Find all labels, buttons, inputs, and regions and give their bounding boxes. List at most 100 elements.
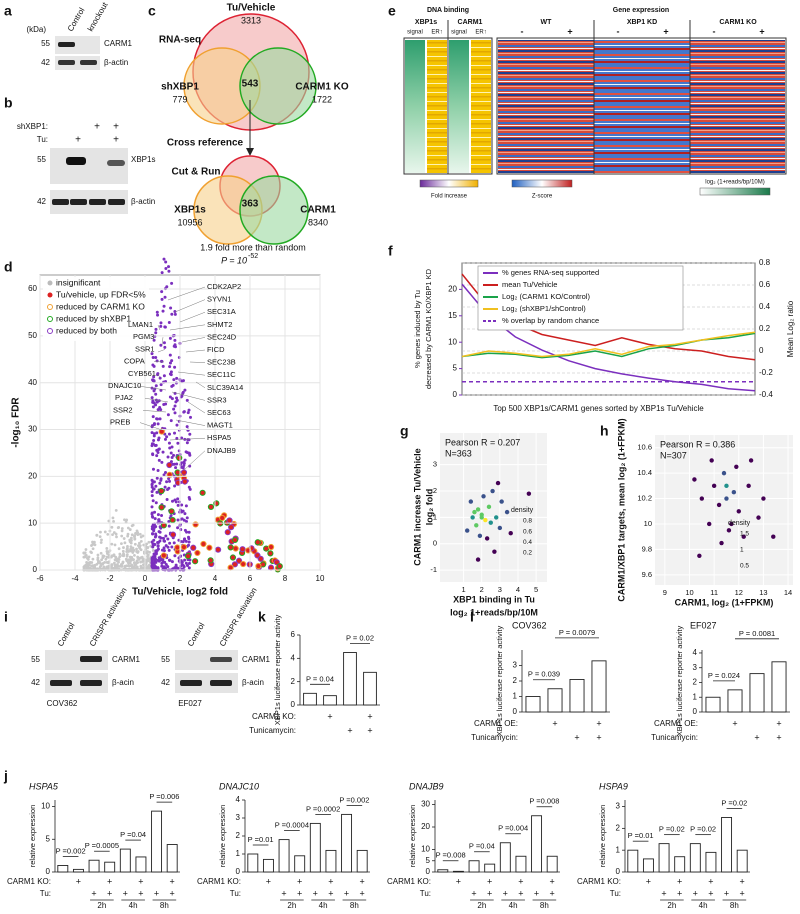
decor-point bbox=[150, 478, 154, 482]
bar bbox=[278, 839, 290, 873]
venn bbox=[183, 13, 317, 245]
panel-letter: h bbox=[600, 423, 609, 439]
decor-point bbox=[154, 484, 158, 488]
decor-point bbox=[187, 530, 191, 534]
p-value: P =0.01 bbox=[248, 835, 274, 844]
legend-label: % overlap by random chance bbox=[502, 316, 599, 325]
decor-point bbox=[150, 505, 154, 509]
axis-title: CARM1/XBP1 targets, mean log₂ (1+FPKM) bbox=[616, 418, 626, 601]
decor-point bbox=[133, 542, 137, 546]
gel bbox=[45, 650, 238, 693]
decor-point bbox=[151, 355, 155, 359]
decor-point bbox=[169, 306, 173, 310]
decor-point bbox=[136, 556, 140, 560]
decor-point bbox=[155, 476, 159, 480]
label: RNA-seq bbox=[159, 35, 201, 46]
decor-point bbox=[106, 532, 110, 536]
decor-point bbox=[273, 559, 280, 566]
label: + bbox=[759, 26, 764, 36]
decor-point bbox=[115, 535, 118, 539]
decor-point bbox=[255, 562, 262, 570]
legend-label: 1 bbox=[740, 547, 744, 554]
decor-point bbox=[162, 257, 166, 261]
decor-point bbox=[105, 550, 109, 553]
leader-line bbox=[161, 337, 164, 346]
decor-point bbox=[176, 526, 180, 530]
lane-label: knockout bbox=[86, 0, 110, 33]
row-label: CARM1 KO: bbox=[387, 877, 431, 886]
decor-point bbox=[187, 535, 191, 539]
decor-point bbox=[219, 514, 226, 522]
decor-point bbox=[133, 553, 136, 557]
point bbox=[746, 483, 751, 489]
row-mark: + bbox=[534, 888, 539, 898]
p-value: P =0.0004 bbox=[275, 821, 309, 830]
bar bbox=[356, 849, 368, 873]
p-value: P =0.008 bbox=[436, 851, 466, 860]
leader-line bbox=[189, 361, 206, 363]
decor-point bbox=[180, 436, 184, 440]
decor-point bbox=[138, 544, 142, 548]
label: CARM1 bbox=[300, 205, 336, 216]
bar bbox=[341, 813, 353, 873]
row-label: Tunicamycin: bbox=[249, 726, 296, 735]
decor-point bbox=[85, 566, 88, 570]
label: CARM1 KO bbox=[719, 19, 757, 26]
label: COV362 bbox=[47, 699, 78, 708]
decor-point bbox=[151, 499, 155, 503]
decor-point bbox=[127, 564, 131, 568]
y-tick-label: 1 bbox=[693, 692, 698, 701]
decor-point bbox=[153, 443, 157, 447]
leader-line bbox=[175, 419, 206, 426]
decor-point bbox=[167, 520, 171, 524]
y-tick-label: 5 bbox=[453, 364, 458, 373]
bar bbox=[771, 661, 787, 713]
leader-line bbox=[144, 397, 169, 403]
point bbox=[736, 509, 741, 514]
decor-point bbox=[111, 516, 115, 520]
decor-point bbox=[207, 557, 214, 564]
gene-label: COPA bbox=[124, 357, 145, 366]
decor-point bbox=[187, 540, 191, 544]
decor-point bbox=[168, 541, 172, 545]
x-tick-label: 14 bbox=[784, 588, 792, 597]
decor-point bbox=[99, 541, 103, 544]
label: 779 bbox=[172, 94, 187, 104]
row-mark: + bbox=[123, 888, 128, 898]
decor-point bbox=[180, 465, 184, 469]
p-value: P = 0.02 bbox=[346, 633, 374, 642]
decor-point bbox=[122, 546, 125, 549]
legend-marker bbox=[47, 316, 53, 322]
row-mark: + bbox=[281, 888, 286, 898]
decor-point bbox=[190, 544, 197, 551]
y2-tick-label: 0 bbox=[759, 346, 764, 355]
gene-label: SYVN1 bbox=[207, 295, 232, 304]
decor-point bbox=[100, 558, 104, 562]
decor-point bbox=[128, 528, 132, 531]
decor-point bbox=[165, 498, 169, 502]
decor-point bbox=[175, 462, 179, 466]
decor-point bbox=[113, 565, 117, 569]
decor-point bbox=[215, 546, 222, 553]
decor-point bbox=[152, 556, 156, 560]
x-tick-label: 11 bbox=[710, 588, 718, 597]
decor-point bbox=[156, 422, 160, 426]
decor-point bbox=[158, 535, 162, 539]
decor-point bbox=[227, 544, 234, 551]
legend-label: 0.8 bbox=[523, 518, 532, 525]
label: + bbox=[94, 122, 100, 133]
decor-point bbox=[169, 451, 173, 455]
gene-label: FICD bbox=[207, 345, 225, 354]
y-tick-label: 0 bbox=[291, 700, 296, 709]
x-tick-label: 0 bbox=[143, 574, 148, 583]
row-mark: + bbox=[487, 876, 492, 886]
decor-point bbox=[175, 436, 179, 440]
y2-tick-label: -0.4 bbox=[759, 390, 773, 399]
row-mark: + bbox=[170, 876, 175, 886]
decor-point bbox=[91, 547, 95, 551]
decor-point bbox=[155, 454, 159, 458]
decor-point bbox=[151, 532, 155, 536]
p-value: P =0.008 bbox=[529, 797, 559, 806]
panel-letter: d bbox=[4, 259, 13, 275]
decor-point bbox=[267, 564, 275, 571]
